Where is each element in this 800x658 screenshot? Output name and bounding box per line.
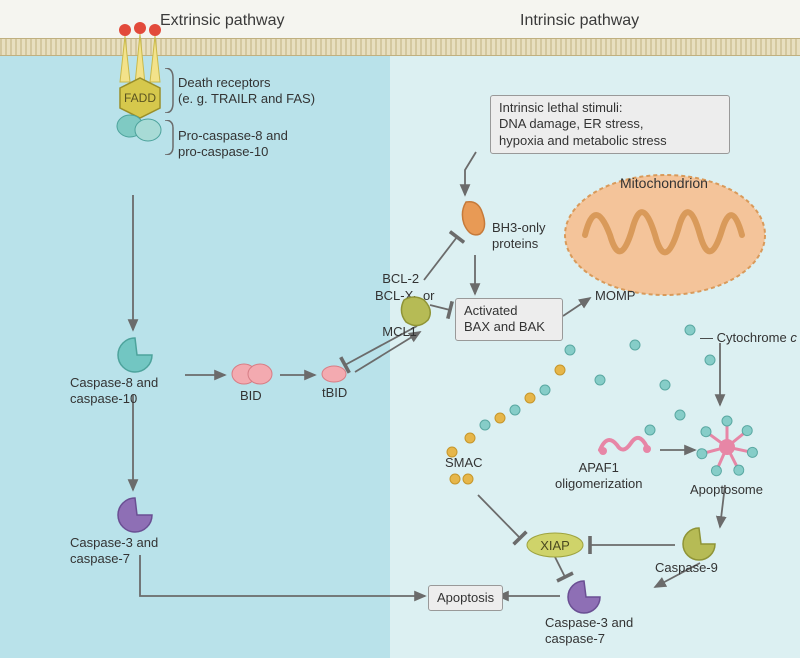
caspase8-10-shape [115, 335, 155, 375]
apoptosome-shape [695, 415, 760, 480]
bh3-label: BH3-only proteins [492, 220, 545, 253]
mitochondrion-label: Mitochondrion [620, 175, 708, 193]
caspase9-shape [680, 525, 718, 563]
bracket-procasp [165, 120, 177, 155]
xiap-shape: XIAP [525, 532, 585, 558]
smac-dots [448, 472, 476, 486]
xiap-text: XIAP [540, 538, 570, 553]
caspase3-7-left-shape [115, 495, 155, 535]
tbid-label: tBID [322, 385, 347, 401]
death-receptor-label: Death receptors (e. g. TRAILR and FAS) [178, 75, 315, 108]
procaspase-label: Pro-caspase-8 and pro-caspase-10 [178, 128, 288, 161]
apaf-label: APAF1 oligomerization [555, 460, 642, 493]
intrinsic-title: Intrinsic pathway [520, 12, 639, 30]
caspase8-10-label: Caspase-8 and caspase-10 [70, 375, 158, 408]
apaf-shape [595, 425, 655, 465]
bracket-receptor [165, 68, 177, 113]
smac-label: SMAC [445, 455, 483, 471]
bid-shape [230, 360, 274, 388]
caspase3-7-left-label: Caspase-3 and caspase-7 [70, 535, 158, 568]
apoptosome-label: Apoptosome [690, 482, 763, 498]
bcl2-shape [398, 296, 434, 328]
tbid-shape [320, 365, 348, 383]
bh3-shape [458, 200, 488, 240]
caspase3-7-right-label: Caspase-3 and caspase-7 [545, 615, 633, 648]
caspase3-7-right-shape [565, 578, 603, 616]
fadd-text: FADD [124, 91, 156, 105]
intrinsic-stimuli-box: Intrinsic lethal stimuli: DNA damage, ER… [490, 95, 730, 154]
caspase9-label: Caspase-9 [655, 560, 718, 576]
apoptosis-box: Apoptosis [428, 585, 503, 611]
bid-label: BID [240, 388, 262, 404]
